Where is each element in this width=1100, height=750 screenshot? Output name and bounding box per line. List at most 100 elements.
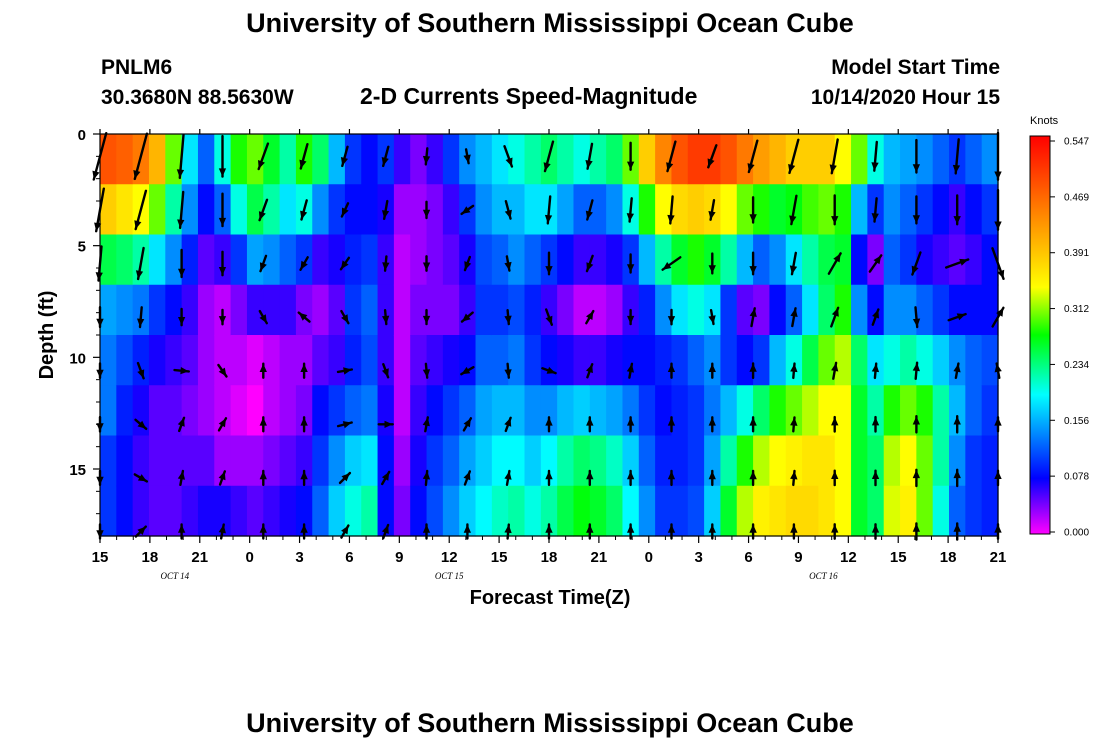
heat-cell: [802, 284, 819, 336]
vector-arrowhead: [912, 469, 920, 479]
vector-arrowhead: [463, 471, 471, 481]
heat-cell: [916, 284, 934, 336]
heat-cell: [883, 184, 901, 236]
heat-cell: [442, 134, 460, 185]
vector-arrowhead: [749, 470, 757, 480]
heat-cell: [491, 335, 509, 386]
heat-cell: [589, 485, 607, 537]
vector-arrowhead: [178, 524, 186, 533]
vector-arrowhead: [544, 214, 553, 224]
heat-cell: [491, 385, 509, 437]
vector-arrowhead: [586, 524, 594, 533]
heat-cell: [932, 385, 950, 437]
vector-arrowhead: [259, 470, 267, 480]
vector-arrowhead: [298, 312, 308, 321]
vector-arrowhead: [422, 524, 431, 533]
heat-cell: [263, 335, 281, 386]
heat-cell: [834, 435, 852, 487]
heat-cell: [900, 435, 917, 487]
heat-cell: [573, 335, 591, 386]
heat-cell: [622, 435, 640, 487]
vector-arrowhead: [953, 469, 961, 479]
colorbar-tick-label: 0.469: [1064, 192, 1089, 203]
vector-arrowhead: [627, 470, 635, 480]
vector-arrowhead: [585, 160, 593, 169]
vector-arrowhead: [749, 266, 757, 275]
heat-cell: [900, 284, 917, 336]
colorbar: Knots 0.547 0.469 0.391 0.312 0.234 0.156 0.07…: [1029, 115, 1089, 539]
heat-cell: [181, 335, 199, 386]
heat-cell: [459, 284, 477, 336]
y-axis-label: Depth (ft): [36, 291, 58, 380]
heat-cell: [589, 435, 607, 487]
heat-cell: [949, 435, 966, 487]
vector-arrowhead: [627, 161, 635, 170]
heat-cell: [606, 435, 624, 487]
heat-cell: [328, 234, 346, 286]
heat-cell: [312, 234, 330, 286]
heat-cell: [834, 284, 852, 336]
heat-cell: [524, 435, 542, 487]
colorbar-tick-label: 0.312: [1064, 304, 1089, 315]
heat-cell: [426, 385, 444, 437]
vector-arrowhead: [790, 471, 798, 480]
heat-cell: [753, 385, 771, 437]
x-tick-label: 6: [744, 549, 752, 566]
vector-arrowhead: [422, 262, 431, 271]
heat-cell: [165, 335, 183, 386]
vector-arrowhead: [300, 524, 308, 533]
heat-cell: [981, 284, 999, 336]
y-tick-label: 10: [69, 350, 86, 367]
vector-arrowhead: [300, 210, 308, 220]
station-id: PNLM6: [101, 56, 173, 79]
heat-cell: [100, 234, 117, 286]
heat-cell: [687, 435, 705, 487]
heat-cell: [883, 435, 901, 487]
vector-arrowhead: [218, 168, 227, 177]
heat-cell: [900, 385, 917, 437]
heat-cell: [932, 485, 950, 537]
vector-arrowhead: [462, 313, 471, 322]
date-label: OCT 15: [435, 571, 464, 581]
vector-arrowhead: [871, 162, 879, 171]
vector-arrowhead: [504, 209, 512, 219]
vector-arrowhead: [422, 315, 431, 325]
heat-cell: [720, 435, 738, 487]
heat-cell: [834, 234, 852, 286]
heat-cell: [361, 284, 379, 336]
heat-cell: [279, 385, 297, 437]
heat-cell: [475, 234, 493, 286]
vector-arrowhead: [259, 417, 267, 426]
heat-cell: [263, 284, 281, 336]
heat-cell: [557, 335, 575, 386]
heat-cell: [687, 184, 705, 236]
vector-arrowhead: [708, 363, 716, 372]
heat-cell: [655, 385, 673, 437]
heat-cell: [442, 335, 460, 386]
heat-cell: [328, 385, 346, 437]
heat-cell: [981, 435, 999, 487]
heat-cell: [769, 134, 787, 185]
heat-cell: [671, 435, 689, 487]
heat-cell: [475, 485, 493, 537]
heat-cell: [524, 335, 542, 386]
heat-cell: [132, 385, 150, 437]
heat-cell: [655, 335, 673, 386]
heat-cell: [475, 284, 493, 336]
heat-cell: [246, 284, 264, 336]
vector-arrowhead: [627, 315, 635, 325]
heat-cell: [377, 435, 395, 487]
heat-cell: [573, 134, 591, 185]
heat-cell: [426, 134, 444, 185]
heat-cell: [116, 485, 134, 537]
x-axis-label: Forecast Time(Z): [470, 587, 631, 609]
x-tick-label: 3: [295, 549, 303, 566]
x-tick-label: 18: [940, 549, 957, 566]
heat-cell: [981, 134, 999, 185]
heat-cell: [818, 335, 836, 386]
heat-cell: [949, 234, 966, 286]
heat-cell: [589, 234, 607, 286]
heat-cell: [900, 234, 917, 286]
vector-arrowhead: [586, 470, 594, 480]
